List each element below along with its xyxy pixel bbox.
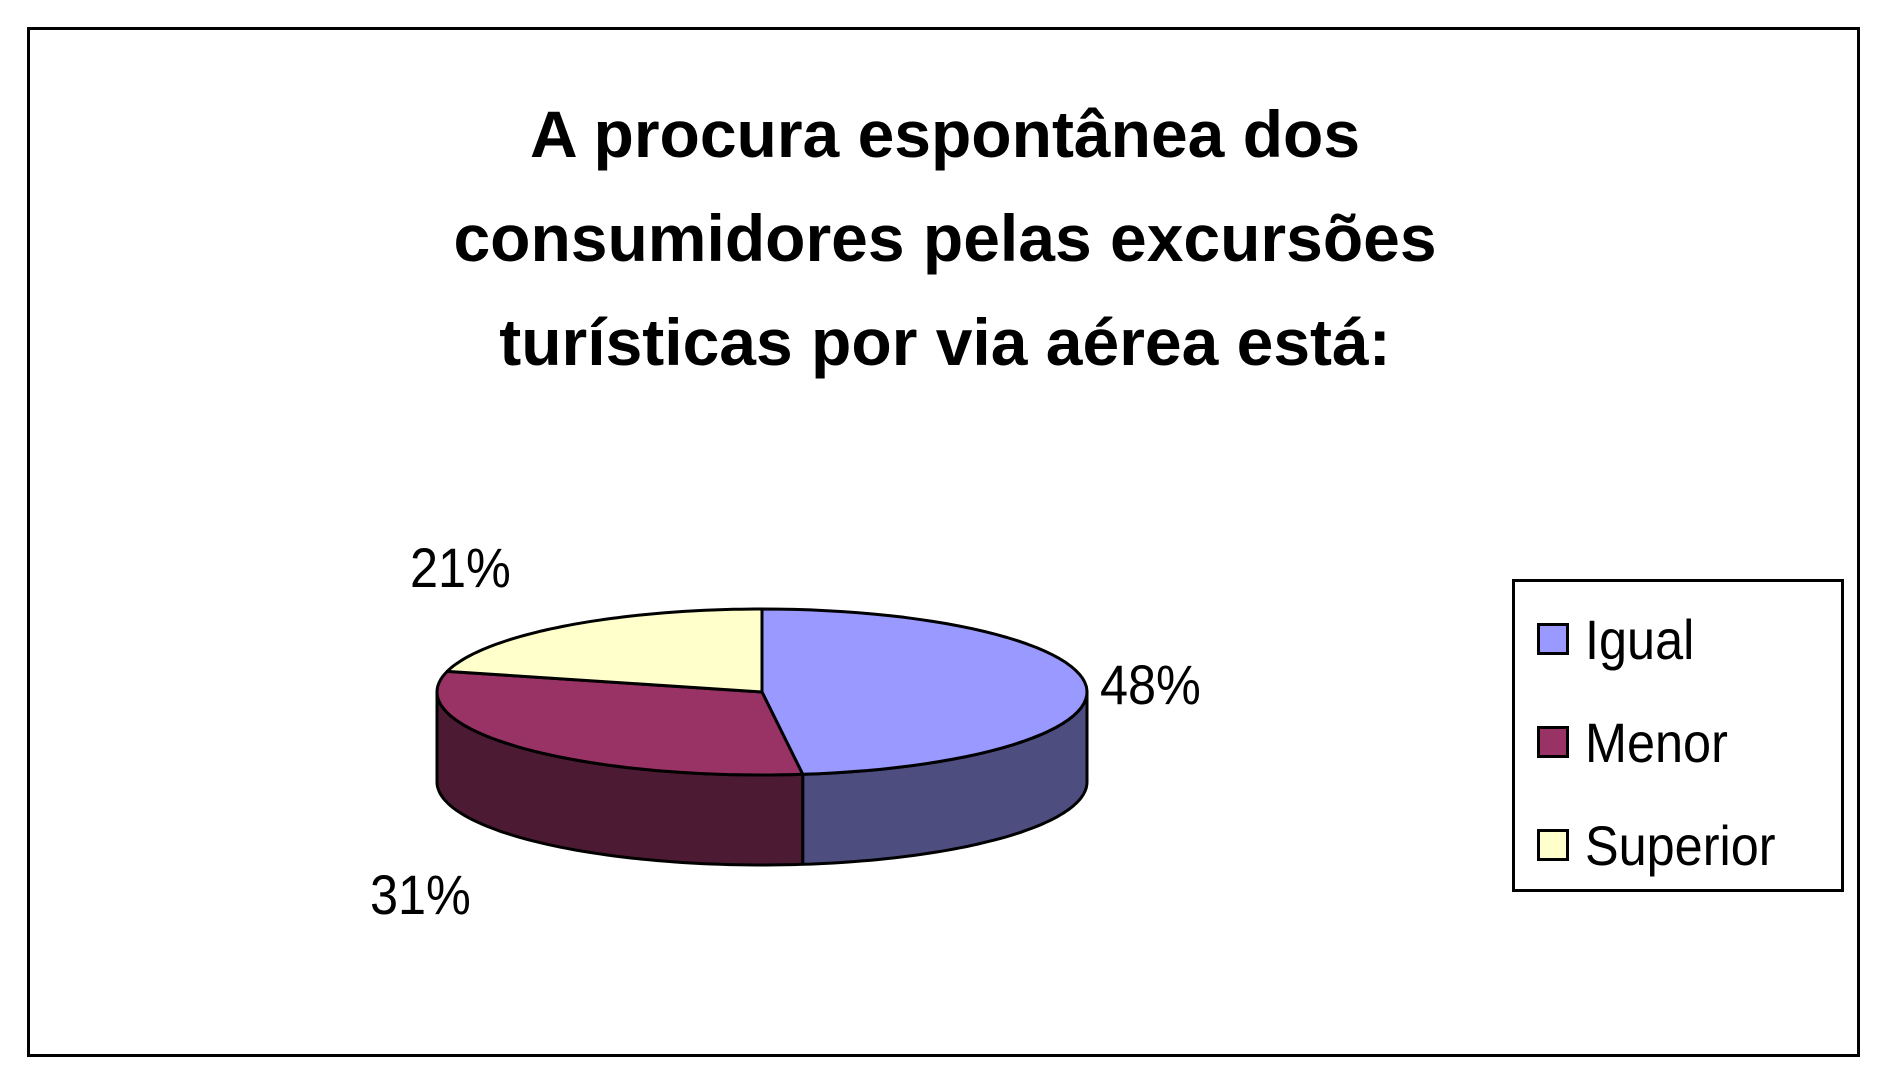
title-line: consumidores pelas excursões [453, 201, 1437, 275]
legend-swatch [1537, 623, 1569, 655]
legend-label: Superior [1585, 813, 1776, 877]
data-label-igual: 48% [1100, 653, 1201, 716]
chart-title: A procura espontânea dos consumidores pe… [0, 82, 1890, 394]
title-line: turísticas por via aérea está: [499, 305, 1391, 379]
legend-item-superior: Superior [1537, 813, 1797, 877]
legend-item-menor: Menor [1537, 710, 1744, 774]
legend-label: Igual [1585, 607, 1695, 671]
chart-frame [27, 27, 1860, 1057]
legend-swatch [1537, 726, 1569, 758]
data-label-menor: 31% [370, 863, 471, 926]
legend-item-igual: Igual [1537, 607, 1706, 671]
pie-slice-igual [760, 607, 1089, 776]
legend-label: Menor [1585, 710, 1728, 774]
pie-slice-menor [435, 669, 805, 777]
legend-swatch [1537, 829, 1569, 861]
title-line: A procura espontânea dos [529, 97, 1361, 171]
pie-slice-superior [445, 607, 764, 694]
legend: Igual Menor Superior [1512, 579, 1844, 892]
data-label-superior: 21% [410, 536, 511, 599]
